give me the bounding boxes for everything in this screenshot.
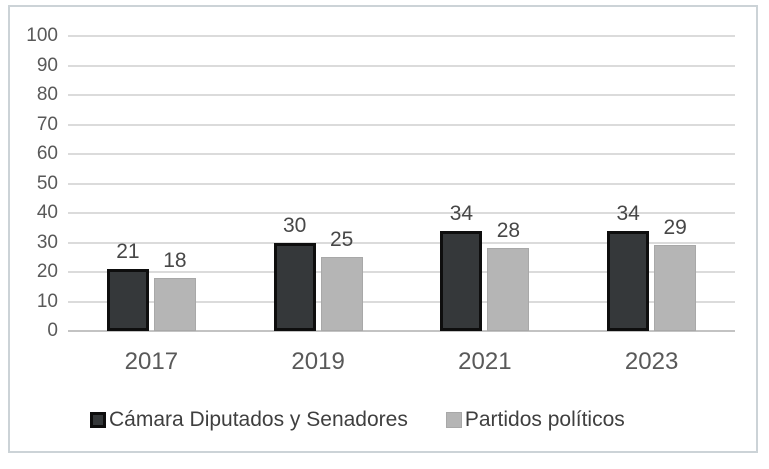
bar-value-label: 34 — [616, 201, 640, 225]
legend-item-series-1: Partidos políticos — [445, 408, 625, 432]
bar-value-label: 34 — [449, 201, 474, 225]
bar-2021-series-1 — [487, 248, 530, 331]
bar-2023-series-1 — [654, 245, 697, 331]
y-tick-label: 90 — [36, 54, 58, 76]
gridline — [68, 35, 735, 37]
bar-value-label: 21 — [116, 240, 140, 264]
y-tick-label: 0 — [47, 320, 58, 341]
y-tick-label: 50 — [36, 172, 58, 194]
gridline — [68, 271, 735, 273]
gridline — [68, 94, 735, 96]
gridline — [68, 182, 735, 185]
bar-value-label: 18 — [163, 248, 187, 272]
y-tick-label: 10 — [36, 290, 58, 312]
x-axis-line — [68, 330, 735, 332]
bar-value-label: 28 — [496, 219, 521, 243]
y-tick-label: 60 — [36, 143, 58, 164]
bar-value-label: 25 — [329, 228, 354, 252]
legend-item-series-0: Cámara Diputados y Senadores — [90, 408, 408, 432]
y-tick-label: 70 — [36, 113, 58, 135]
legend: Cámara Diputados y Senadores Partidos pol… — [90, 408, 625, 432]
x-tick-label: 2021 — [458, 348, 512, 375]
y-tick-label: 20 — [36, 261, 58, 282]
bar-2023-series-0 — [607, 230, 650, 331]
gridline — [68, 241, 735, 244]
x-tick-label: 2023 — [624, 348, 679, 375]
bar-chart[interactable]: 0 10 20 30 40 50 60 70 80 90 100 21 18 30 25 34 28 34 29 … — [8, 5, 758, 453]
gridline — [68, 300, 735, 303]
bar-2019-series-0 — [273, 242, 316, 331]
gridline — [68, 153, 735, 155]
bar-value-label: 29 — [663, 216, 687, 240]
bar-2017-series-1 — [153, 277, 196, 331]
y-tick-label: 40 — [36, 202, 58, 223]
gridline — [68, 123, 735, 126]
legend-label: Partidos políticos — [464, 408, 625, 431]
x-tick-label: 2017 — [124, 348, 179, 375]
bar-value-label: 30 — [282, 213, 307, 237]
gridline — [68, 64, 735, 67]
bar-2017-series-0 — [106, 269, 149, 331]
bar-2019-series-1 — [320, 257, 363, 331]
y-tick-label: 30 — [36, 231, 58, 253]
y-tick-label: 100 — [26, 25, 58, 46]
legend-swatch-icon — [445, 412, 462, 428]
y-tick-label: 80 — [36, 84, 58, 105]
legend-label: Cámara Diputados y Senadores — [109, 408, 408, 431]
gridline — [68, 212, 735, 214]
x-tick-label: 2019 — [291, 348, 345, 375]
bar-2021-series-0 — [440, 230, 483, 331]
legend-swatch-icon — [90, 412, 106, 428]
